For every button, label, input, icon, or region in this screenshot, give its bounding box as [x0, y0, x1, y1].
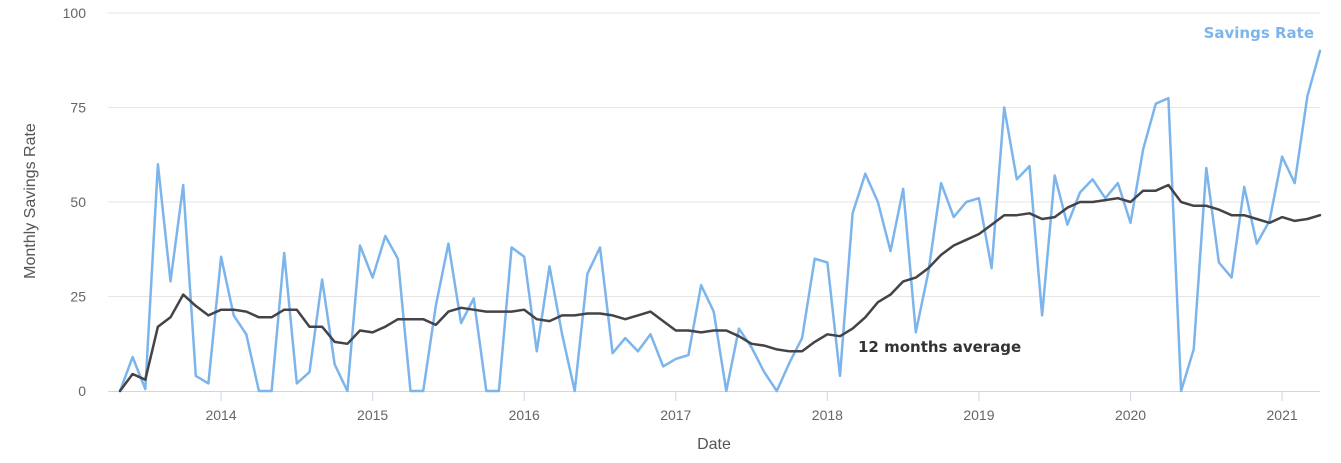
average-line [118, 183, 1322, 393]
y-axis-title: Monthly Savings Rate [22, 123, 39, 279]
y-tick-label: 50 [70, 194, 86, 210]
x-tick-label: 2020 [1115, 407, 1146, 423]
x-tick-label: 2017 [660, 407, 691, 423]
x-tick-label: 2018 [812, 407, 843, 423]
x-tick-label: 2015 [357, 407, 388, 423]
x-axis-title: Date [697, 436, 731, 453]
gridlines [108, 12, 1320, 297]
x-tick-label: 2019 [963, 407, 994, 423]
series-layer [118, 49, 1322, 393]
x-tick-label: 2014 [205, 407, 236, 423]
x-axis: 2014 2015 2016 2017 2018 2019 2020 2021 [108, 391, 1320, 423]
savings-rate-line [118, 49, 1322, 393]
x-tick-label: 2021 [1267, 407, 1298, 423]
y-axis: 0 25 50 75 100 [63, 5, 87, 399]
y-tick-label: 0 [78, 383, 86, 399]
x-tick-label: 2016 [509, 407, 540, 423]
y-tick-label: 25 [70, 289, 86, 305]
average-series-label: 12 months average [858, 338, 1021, 356]
y-tick-label: 100 [63, 5, 87, 21]
savings-rate-series-label: Savings Rate [1204, 24, 1314, 42]
y-tick-label: 75 [70, 100, 86, 116]
